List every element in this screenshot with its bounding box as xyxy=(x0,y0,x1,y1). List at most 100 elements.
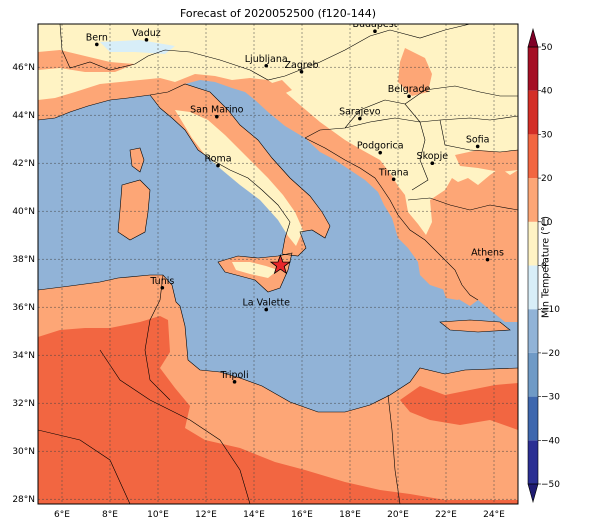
city-label: San Marino xyxy=(190,105,243,116)
lat-tick-label: 32°N xyxy=(12,399,35,409)
lat-tick-label: 34°N xyxy=(12,351,35,361)
colorbar-tick-label: −10 xyxy=(541,305,560,315)
city-dot xyxy=(95,42,99,47)
colorbar-level xyxy=(528,440,538,484)
hungary-warm-zone xyxy=(398,48,432,96)
lon-tick-label: 22°E xyxy=(435,510,457,520)
lat-tick-label: 36°N xyxy=(12,303,35,313)
country-borders xyxy=(38,24,518,504)
colorbar-tick-label: 10 xyxy=(541,218,553,228)
city-label: Belgrade xyxy=(388,84,431,95)
lon-tick-label: 10°E xyxy=(147,510,169,520)
colorbar-extend-high xyxy=(527,27,539,48)
lon-tick-label: 16°E xyxy=(291,510,313,520)
lat-tick-label: 46°N xyxy=(12,63,35,73)
city-label: Vaduz xyxy=(132,28,161,39)
colorbar-level xyxy=(528,396,538,441)
city-dot xyxy=(373,29,377,33)
lon-tick-label: 8°E xyxy=(102,510,118,520)
colorbar-extend-low xyxy=(527,483,539,504)
colorbar-tick-label: −50 xyxy=(541,480,560,490)
map-frame xyxy=(37,23,519,505)
italy-interior-cool xyxy=(175,110,303,246)
colorbar-level xyxy=(528,90,538,135)
lat-tick-label: 28°N xyxy=(12,495,35,505)
colorbar-level xyxy=(528,221,538,266)
colorbar-level xyxy=(528,178,538,222)
colorbar-level xyxy=(528,134,538,179)
city-dot xyxy=(144,38,149,42)
lon-tick-label: 6°E xyxy=(54,510,70,520)
colorbar-tick-label: 20 xyxy=(541,174,553,184)
city-dot xyxy=(407,94,411,99)
colorbar-tick-label: 40 xyxy=(541,87,553,97)
city-label: Tripoli xyxy=(220,370,249,381)
city-dot xyxy=(378,150,383,155)
map-gridlines xyxy=(38,24,518,504)
colorbar-level xyxy=(528,309,538,353)
lat-tick-label: 40°N xyxy=(12,207,35,217)
crete xyxy=(440,320,510,332)
city-label: Sofia xyxy=(466,134,490,145)
city-label: La Valette xyxy=(242,298,290,309)
city-label: Sarajevo xyxy=(339,107,381,118)
colorbar-level xyxy=(528,265,538,310)
slovenia-warm-zone xyxy=(262,80,292,98)
colorbar-level xyxy=(528,352,538,397)
lon-tick-label: 24°E xyxy=(483,510,505,520)
colorbar-label: Min Temperature (°C) xyxy=(540,216,552,318)
city-dot xyxy=(160,285,165,290)
balkan-coast xyxy=(305,138,478,306)
aegean-islands xyxy=(468,250,504,298)
city-label: Athens xyxy=(471,248,504,259)
city-dot xyxy=(232,380,237,384)
city-dot xyxy=(264,307,269,312)
colorbar-tick-label: 50 xyxy=(541,43,553,53)
city-dot xyxy=(391,177,396,182)
city-dot xyxy=(358,116,362,121)
city-label: Budapest xyxy=(352,19,397,30)
temperature-colorbar: 50 40 30 20 10 0 −10 −20 −30 −40 −50 xyxy=(527,27,560,504)
city-label: Bern xyxy=(86,32,108,43)
map-title: Forecast of 2020052500 (f120-144) xyxy=(179,7,377,20)
axis-ticks: 6°E 8°E 10°E 12°E 14°E 16°E 18°E 20°E 22°E 24°E 28… xyxy=(12,63,505,520)
lon-tick-label: 12°E xyxy=(195,510,217,520)
city-dot xyxy=(216,163,220,168)
city-label: Zagreb xyxy=(285,60,319,71)
city-label: Roma xyxy=(204,154,231,165)
colorbar-tick-label: 30 xyxy=(541,130,553,140)
city-label: Tirana xyxy=(378,167,409,178)
city-label: Ljubljana xyxy=(245,54,288,65)
swiss-valley-warm-zone xyxy=(38,50,135,72)
lat-tick-label: 44°N xyxy=(12,111,35,121)
sicily-interior-cool xyxy=(232,262,278,278)
city-dot xyxy=(299,69,304,74)
colorbar-tick-label: 0 xyxy=(541,262,547,272)
city-dot xyxy=(430,161,435,165)
lon-tick-label: 18°E xyxy=(339,510,361,520)
corsica xyxy=(130,148,144,172)
city-label: Podgorica xyxy=(357,141,404,152)
forecast-location-star-icon xyxy=(269,253,292,275)
colorbar-level xyxy=(528,47,538,91)
lon-tick-label: 14°E xyxy=(243,510,265,520)
city-label: Tunis xyxy=(149,276,174,287)
city-label: Skopje xyxy=(417,151,449,162)
city-dot xyxy=(215,114,219,119)
lon-tick-label: 20°E xyxy=(387,510,409,520)
city-dot xyxy=(485,257,490,262)
bulgaria-warm-zone xyxy=(455,150,518,172)
lat-tick-label: 38°N xyxy=(12,255,35,265)
city-dot xyxy=(264,63,269,68)
lat-tick-label: 30°N xyxy=(12,447,35,457)
colorbar-tick-label: −20 xyxy=(541,349,560,359)
alpine-lakes xyxy=(100,40,175,54)
colorbar-tick-label: −40 xyxy=(541,436,560,446)
lat-tick-label: 42°N xyxy=(12,159,35,169)
libya-egypt-hot-zone xyxy=(400,383,518,430)
sardinia xyxy=(118,180,150,240)
colorbar-tick-label: −30 xyxy=(541,393,560,403)
